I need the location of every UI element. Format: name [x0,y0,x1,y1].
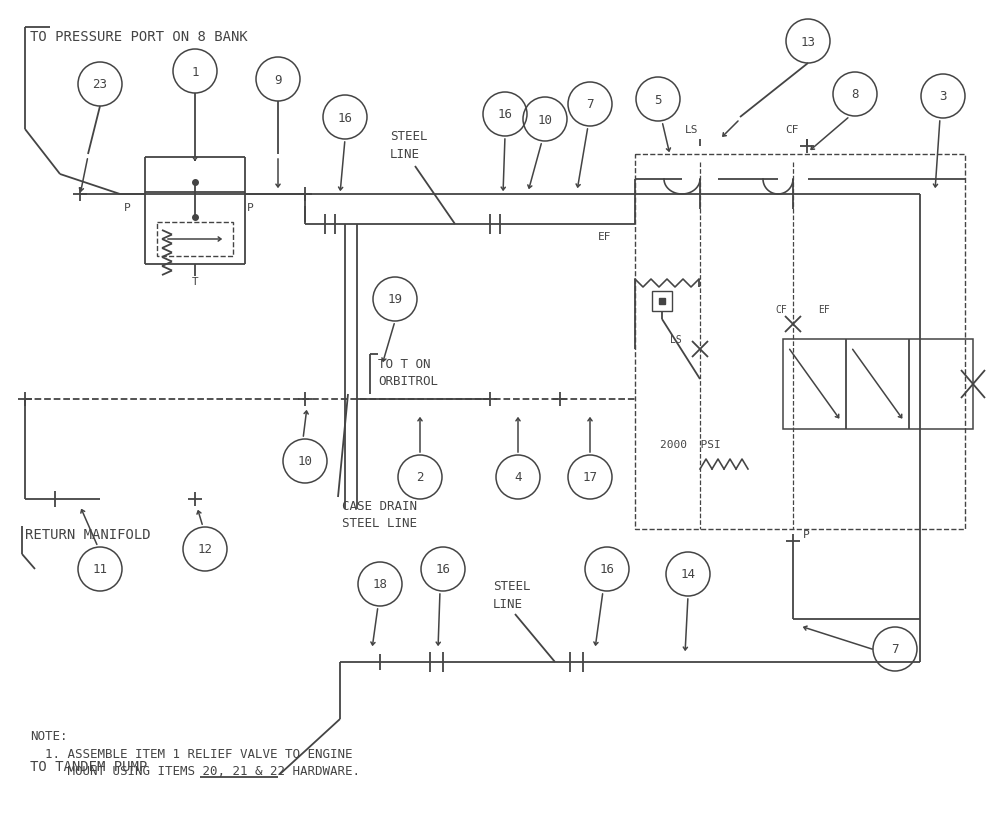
Text: EF: EF [818,305,830,314]
Text: 14: 14 [680,568,696,581]
Text: LS: LS [670,335,682,345]
Text: 5: 5 [654,93,662,106]
Text: STEEL LINE: STEEL LINE [342,516,417,529]
Text: 16: 16 [498,108,512,121]
Text: 1. ASSEMBLE ITEM 1 RELIEF VALVE TO ENGINE: 1. ASSEMBLE ITEM 1 RELIEF VALVE TO ENGIN… [30,747,353,760]
Text: P: P [803,529,810,540]
Text: TO TANDEM PUMP: TO TANDEM PUMP [30,759,147,773]
Text: STEEL: STEEL [390,130,428,143]
Text: CASE DRAIN: CASE DRAIN [342,500,417,513]
Text: 19: 19 [388,293,403,306]
Text: T: T [192,277,198,287]
Text: 2000  PSI: 2000 PSI [660,440,721,450]
Text: 10: 10 [298,455,313,468]
Text: LS: LS [685,124,698,135]
Text: TO T ON: TO T ON [378,358,431,370]
Bar [157,223,233,256]
Text: RETURN MANIFOLD: RETURN MANIFOLD [25,527,151,541]
Text: 12: 12 [198,543,213,556]
Text: 16: 16 [436,563,451,576]
Text: 7: 7 [891,643,899,656]
Text: 2: 2 [416,471,424,484]
Text: 3: 3 [939,90,947,103]
Text: 17: 17 [582,471,598,484]
Bar [635,155,965,529]
Text: STEEL: STEEL [493,579,530,592]
Text: LINE: LINE [390,147,420,161]
Text: 18: 18 [373,577,388,590]
Text: P: P [247,203,253,213]
Text: CF: CF [785,124,798,135]
Text: 16: 16 [600,563,614,576]
Text: NOTE:: NOTE: [30,729,68,742]
Text: 8: 8 [851,88,859,102]
Bar [652,292,672,311]
Text: 7: 7 [586,98,594,111]
Text: LINE: LINE [493,597,523,610]
Text: MOUNT USING ITEMS 20, 21 & 22 HARDWARE.: MOUNT USING ITEMS 20, 21 & 22 HARDWARE. [30,764,360,777]
Text: CF: CF [775,305,787,314]
Text: ORBITROL: ORBITROL [378,374,438,387]
Text: 4: 4 [514,471,522,484]
Text: 11: 11 [93,563,108,576]
Text: 10: 10 [538,113,552,126]
Text: EF: EF [598,232,612,242]
Text: 16: 16 [338,111,353,124]
Text: TO PRESSURE PORT ON 8 BANK: TO PRESSURE PORT ON 8 BANK [30,30,248,44]
Text: 23: 23 [93,79,108,92]
Text: 9: 9 [274,74,282,86]
Text: 1: 1 [191,66,199,79]
Bar [783,340,973,429]
Text: P: P [124,203,130,213]
Text: 13: 13 [800,35,816,48]
